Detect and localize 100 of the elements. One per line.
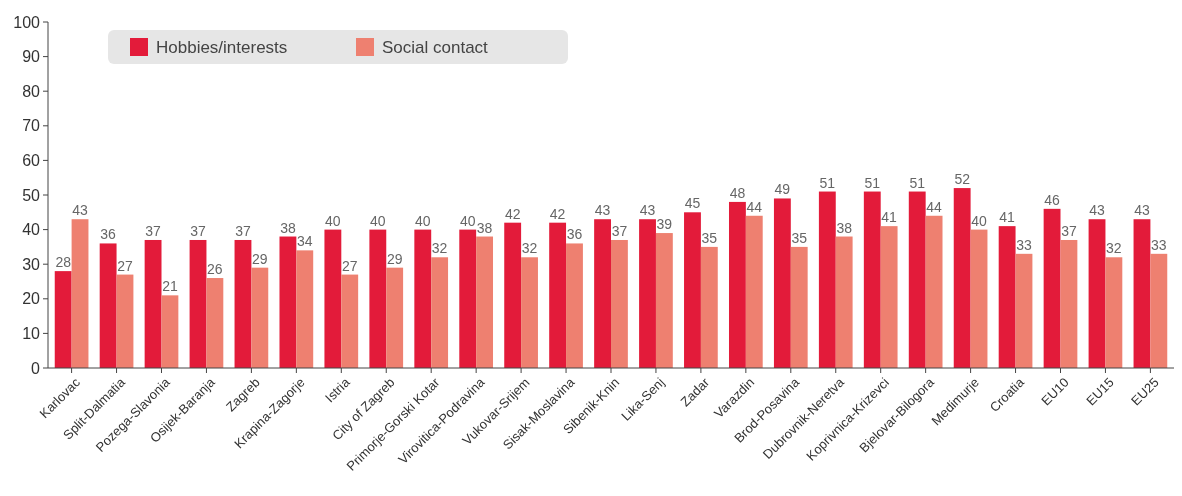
bar	[1150, 253, 1168, 368]
data-label: 37	[190, 222, 207, 239]
data-label: 38	[280, 219, 296, 236]
bar	[998, 226, 1016, 368]
bar	[908, 191, 926, 368]
data-label: 49	[774, 181, 791, 198]
bar	[99, 243, 117, 368]
bar	[116, 274, 134, 368]
data-label: 27	[341, 257, 358, 274]
data-label: 34	[296, 233, 313, 250]
data-label: 43	[1134, 202, 1150, 219]
bar	[144, 239, 162, 368]
data-label: 37	[1061, 222, 1077, 239]
data-label: 48	[729, 184, 746, 201]
legend-label: Hobbies/interests	[156, 37, 288, 57]
data-label: 44	[746, 198, 763, 215]
data-label: 33	[1151, 236, 1167, 253]
bar	[189, 239, 207, 368]
bar	[1088, 219, 1106, 368]
bar	[206, 278, 224, 368]
data-label: 40	[459, 212, 476, 229]
data-label: 32	[1106, 240, 1122, 257]
bar	[279, 236, 297, 368]
data-label: 45	[684, 195, 701, 212]
data-label: 38	[836, 219, 853, 236]
bar	[790, 246, 808, 368]
data-label: 36	[566, 226, 583, 243]
data-label: 42	[504, 205, 521, 222]
data-label: 37	[145, 222, 162, 239]
bar	[324, 229, 342, 368]
bar	[1043, 208, 1061, 368]
data-label: 40	[971, 212, 988, 229]
bar	[1133, 219, 1151, 368]
data-label: 32	[431, 240, 448, 257]
y-tick-label: 40	[22, 221, 41, 239]
bar	[700, 246, 718, 368]
bar	[745, 215, 763, 368]
bar	[953, 188, 971, 368]
data-label: 28	[55, 254, 72, 271]
data-label: 40	[370, 212, 386, 229]
data-label: 43	[72, 202, 89, 219]
y-tick-label: 90	[22, 48, 41, 66]
y-tick-label: 10	[22, 325, 41, 342]
bar	[414, 229, 432, 368]
y-tick-label: 30	[22, 255, 41, 273]
bar	[251, 267, 269, 368]
data-label: 32	[521, 240, 538, 257]
bar	[818, 191, 836, 368]
bar	[54, 271, 72, 368]
legend-label: Social contact	[382, 37, 489, 57]
bar	[880, 226, 898, 368]
bar	[639, 219, 656, 368]
bar	[504, 222, 522, 368]
bar	[655, 233, 673, 368]
data-label: 44	[926, 198, 943, 215]
bar	[684, 212, 701, 368]
data-label: 40	[414, 212, 431, 229]
data-label: 37	[611, 222, 628, 239]
bar	[863, 191, 881, 368]
data-label: 35	[701, 229, 718, 246]
data-label: 37	[235, 222, 251, 239]
bar	[1105, 257, 1123, 368]
bar	[970, 229, 988, 368]
data-label: 41	[999, 209, 1016, 226]
bar	[1015, 253, 1033, 368]
bar	[431, 257, 449, 368]
bar	[459, 229, 477, 368]
data-label: 41	[881, 209, 898, 226]
y-tick-label: 50	[22, 186, 41, 204]
bar	[386, 267, 404, 368]
data-label: 46	[1044, 191, 1061, 208]
bar	[566, 243, 583, 368]
data-label: 29	[386, 250, 403, 267]
data-label: 43	[1089, 202, 1106, 219]
bar	[341, 274, 359, 368]
data-label: 33	[1016, 236, 1032, 253]
bar	[369, 229, 387, 368]
bar	[476, 236, 494, 368]
data-label: 51	[819, 174, 836, 191]
bar	[594, 219, 611, 368]
bar	[521, 257, 538, 368]
y-tick-label: 0	[31, 359, 41, 377]
data-label: 43	[594, 202, 611, 219]
bar	[1060, 239, 1078, 368]
data-label: 38	[476, 219, 493, 236]
y-tick-label: 20	[22, 290, 41, 308]
data-label: 40	[325, 212, 341, 229]
bar	[549, 222, 567, 368]
y-tick-label: 80	[22, 82, 41, 100]
y-tick-label: 100	[13, 13, 41, 31]
bar	[296, 250, 314, 368]
data-label: 42	[549, 205, 566, 222]
data-label: 26	[207, 261, 223, 278]
data-label: 39	[656, 216, 673, 233]
data-label: 51	[909, 174, 926, 191]
bar	[71, 219, 89, 368]
data-label: 27	[117, 257, 133, 274]
y-tick-label: 60	[22, 152, 41, 169]
data-label: 29	[252, 250, 268, 267]
data-label: 21	[162, 278, 178, 295]
